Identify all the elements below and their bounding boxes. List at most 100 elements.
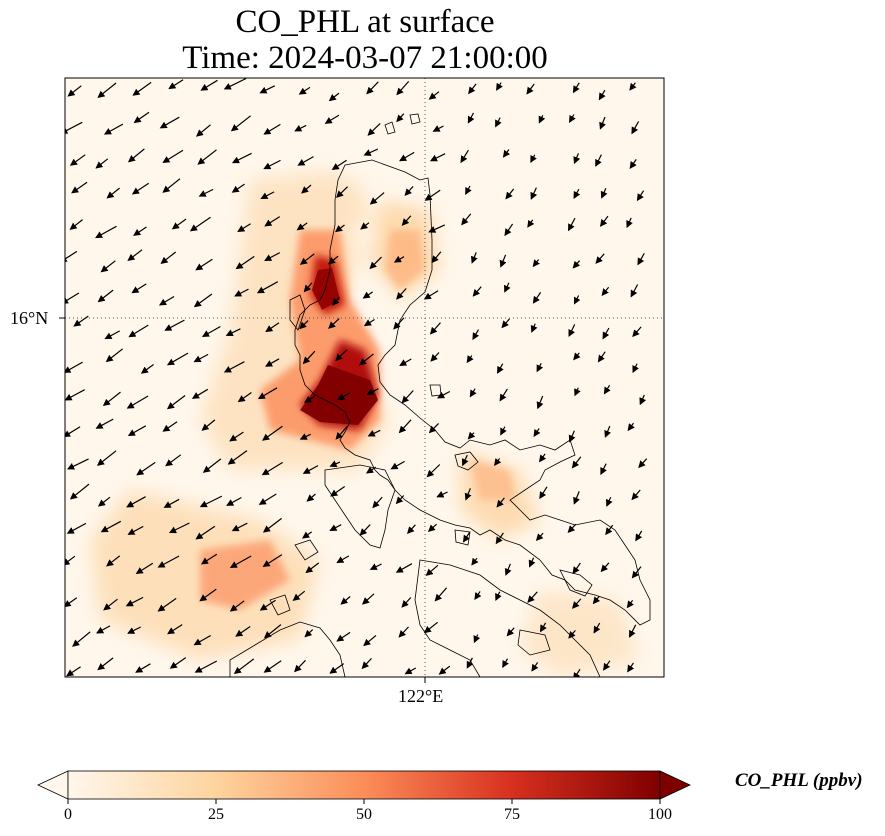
wind-vector [568, 114, 576, 123]
wind-vector [501, 318, 510, 329]
wind-vector [303, 282, 313, 293]
colorbar-gradient [68, 771, 660, 799]
wind-vector [395, 495, 405, 505]
wind-vector [194, 660, 218, 673]
wind-vector [471, 557, 479, 566]
wind-vector [231, 522, 248, 532]
colorbar-tick-100: 100 [648, 806, 672, 823]
wind-vector [328, 318, 340, 329]
wind-vector [493, 458, 502, 466]
wind-vector [431, 251, 442, 264]
wind-vector [164, 319, 185, 331]
wind-vector [262, 554, 283, 568]
wind-vector [324, 114, 340, 124]
wind-vector [427, 523, 438, 533]
wind-vector [396, 288, 407, 300]
wind-vector [157, 555, 180, 568]
wind-vector [198, 188, 214, 197]
wind-vector [127, 249, 143, 262]
wind-vector [65, 292, 80, 304]
wind-vector [302, 531, 313, 539]
wind-vector [369, 192, 385, 205]
wind-vector [532, 292, 542, 304]
wind-vector [639, 394, 647, 406]
wind-vector [530, 154, 537, 164]
wind-vector [304, 629, 314, 638]
wind-vector [567, 523, 577, 533]
colorbar-tick-25: 25 [208, 806, 224, 823]
wind-vector [462, 531, 471, 543]
wind-vector [191, 388, 209, 399]
wind-vector [257, 387, 278, 400]
wind-vector [199, 495, 223, 508]
wind-vector [538, 453, 547, 463]
wind-vector [495, 117, 502, 128]
wind-vector [169, 657, 187, 669]
wind-vector [201, 419, 216, 431]
wind-vector [629, 159, 637, 169]
wind-vector [573, 295, 581, 305]
wind-vector [372, 496, 383, 509]
wind-vector [162, 421, 178, 432]
wind-vector [428, 224, 446, 233]
wind-vector [66, 522, 87, 534]
wind-vector [467, 431, 476, 440]
wind-vector [329, 524, 342, 531]
wind-vector [329, 663, 345, 674]
wind-vector [299, 320, 309, 330]
wind-vector [237, 223, 251, 233]
wind-vector [530, 187, 538, 200]
wind-vector [531, 662, 539, 672]
wind-vector [600, 562, 610, 573]
wind-vector [468, 83, 477, 95]
wind-vector [297, 156, 314, 166]
wind-vector [133, 111, 150, 124]
wind-vector [423, 290, 439, 300]
wind-vector [133, 226, 147, 236]
wind-vector [430, 352, 440, 362]
wind-vector [292, 590, 306, 601]
wind-vector [504, 282, 511, 293]
colorbar-label: CO_PHL (ppbv) [735, 770, 863, 791]
wind-vector [197, 149, 217, 165]
wind-vector [438, 665, 451, 675]
wind-vector [627, 662, 635, 673]
wind-vector [66, 666, 81, 677]
wind-vector [502, 149, 511, 158]
wind-vector [466, 355, 474, 364]
wind-vector [193, 353, 209, 363]
wind-vector [71, 181, 88, 194]
wind-vector [603, 660, 611, 671]
wind-vector [464, 488, 472, 501]
wind-vector [193, 293, 213, 308]
wind-vector [135, 663, 151, 673]
wind-vector [201, 325, 221, 337]
wind-vector [259, 85, 276, 94]
wind-vector [299, 433, 311, 440]
wind-vector [229, 555, 252, 568]
wind-vector [65, 361, 83, 373]
wind-vector [294, 124, 307, 132]
wind-vector [635, 530, 643, 542]
wind-vector [605, 496, 613, 507]
wind-vector [568, 630, 576, 639]
wind-vector [265, 358, 280, 367]
wind-vector [631, 566, 642, 579]
wind-vector [299, 253, 315, 265]
wind-vector [96, 450, 117, 466]
wind-vector [500, 426, 507, 436]
wind-vector [474, 591, 482, 600]
wind-vector [535, 532, 544, 541]
wind-vector [568, 324, 576, 337]
wind-vector [331, 159, 347, 171]
wind-vector [465, 185, 472, 195]
lon-tick-label: 122°E [398, 686, 444, 706]
wind-vector [365, 466, 377, 474]
wind-vector [227, 450, 248, 465]
wind-vector [504, 563, 512, 576]
wind-vector [69, 483, 90, 500]
colorbar-tick-50: 50 [356, 806, 372, 823]
colorbar [37, 770, 691, 804]
wind-vector [571, 456, 582, 469]
